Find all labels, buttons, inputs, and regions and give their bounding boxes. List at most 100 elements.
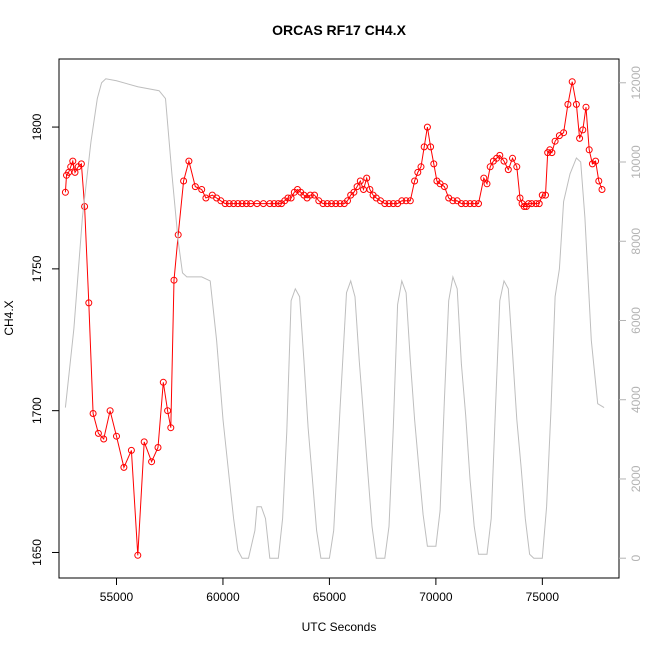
data-point: [170, 276, 178, 284]
data-point: [270, 200, 278, 208]
data-point: [159, 378, 167, 386]
data-point: [266, 200, 274, 208]
plot-area: 55000 60000 65000 70000 75000165017001750180…: [30, 58, 643, 604]
data-point: [323, 200, 331, 208]
data-point: [480, 174, 488, 182]
data-point: [306, 191, 314, 199]
data-point: [496, 151, 504, 159]
data-point: [385, 200, 393, 208]
data-point: [230, 200, 238, 208]
data-point: [568, 78, 576, 86]
data-point: [180, 177, 188, 185]
data-point: [113, 432, 120, 440]
data-point: [466, 200, 474, 208]
y2-tick-label: 2000: [629, 465, 643, 492]
data-point: [77, 160, 85, 168]
data-point: [500, 157, 508, 165]
data-point: [548, 149, 556, 157]
data-point: [528, 200, 536, 208]
data-point: [417, 163, 425, 171]
y-tick-label: 1700: [30, 397, 44, 424]
data-point: [542, 191, 549, 199]
data-point: [148, 458, 156, 466]
data-point: [381, 200, 389, 208]
x-tick-label: 55000: [100, 590, 134, 604]
y-tick-label: 1750: [30, 255, 44, 282]
data-point: [274, 200, 282, 208]
data-point: [579, 126, 587, 134]
data-point: [120, 463, 128, 471]
data-point: [402, 197, 410, 205]
data-point: [389, 200, 397, 208]
data-point: [585, 146, 593, 154]
data-point: [202, 194, 210, 202]
data-point: [344, 197, 351, 205]
data-point: [411, 177, 419, 185]
data-point: [100, 435, 108, 443]
y2-tick-label: 6000: [629, 307, 643, 334]
data-point: [595, 177, 603, 185]
y-axis-label: CH4.X: [2, 300, 16, 335]
data-point: [582, 103, 590, 111]
data-point: [69, 157, 77, 165]
data-point: [311, 191, 318, 199]
series-line-grey: [64, 78, 605, 559]
data-point: [535, 200, 543, 208]
data-point: [238, 200, 246, 208]
data-point: [81, 203, 89, 210]
y2-tick-label: 12000: [629, 66, 643, 100]
x-tick-label: 70000: [419, 590, 453, 604]
data-point: [356, 177, 364, 185]
data-point: [167, 424, 175, 432]
data-point: [462, 200, 470, 208]
data-point: [398, 197, 406, 205]
data-point: [406, 197, 414, 205]
data-point: [532, 200, 540, 208]
data-point: [134, 551, 142, 559]
y-tick-label: 1650: [30, 539, 44, 566]
data-point: [449, 197, 457, 205]
data-point: [319, 200, 327, 208]
y2-tick-label: 0: [629, 555, 643, 562]
data-point: [475, 200, 482, 208]
data-point: [61, 188, 69, 196]
x-tick-label: 75000: [526, 590, 560, 604]
data-point: [89, 410, 97, 417]
data-point: [366, 186, 374, 193]
data-point: [191, 183, 199, 191]
data-point: [225, 200, 233, 208]
data-point: [140, 438, 148, 446]
data-point: [538, 191, 546, 199]
data-point: [164, 407, 172, 415]
data-point: [363, 174, 371, 182]
data-point: [483, 180, 491, 188]
x-tick-label: 65000: [313, 590, 347, 604]
data-point: [564, 100, 572, 108]
data-point: [71, 168, 79, 176]
data-point: [423, 123, 431, 131]
data-point: [336, 200, 344, 208]
data-point: [509, 154, 516, 162]
data-point: [185, 157, 193, 165]
data-point: [598, 186, 606, 193]
data-point: [572, 100, 580, 108]
data-point: [470, 200, 478, 208]
data-point: [198, 186, 206, 193]
data-point: [284, 194, 292, 202]
data-point: [154, 444, 162, 451]
data-point: [221, 200, 229, 208]
data-point: [592, 157, 600, 165]
data-point: [414, 168, 422, 176]
data-point: [504, 166, 512, 174]
data-point: [332, 200, 340, 208]
data-point: [350, 188, 358, 196]
data-point: [427, 143, 435, 151]
data-point: [457, 200, 465, 208]
y2-tick-label: 10000: [629, 145, 643, 179]
x-axis-label: UTC Seconds: [302, 620, 377, 634]
data-point: [353, 183, 361, 191]
data-point: [234, 200, 242, 208]
data-point: [486, 163, 494, 171]
